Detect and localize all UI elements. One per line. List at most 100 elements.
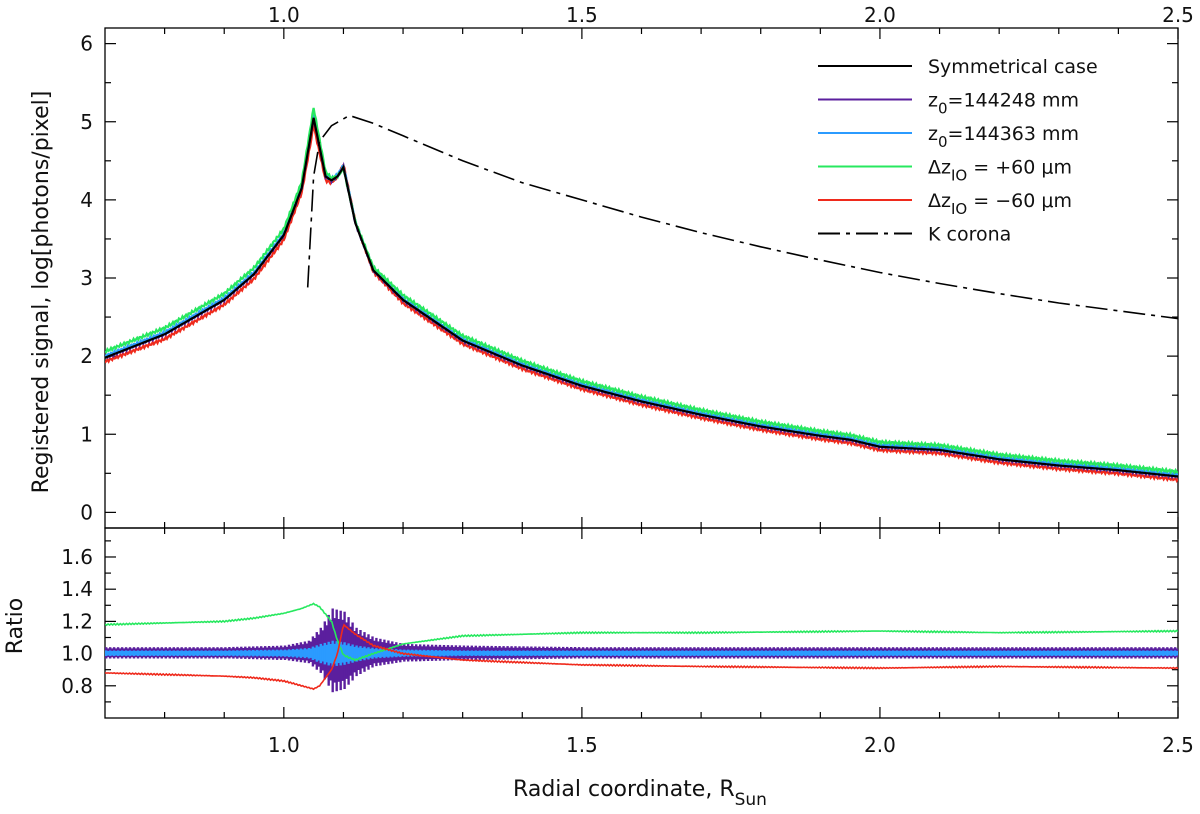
ratio-band-bar <box>623 651 626 656</box>
ratio-band-bar <box>1019 650 1022 656</box>
ratio-band-bar <box>693 650 696 656</box>
ratio-band-bar <box>852 650 855 656</box>
ratio-band-bar <box>673 650 676 656</box>
ratio-band-bar <box>1042 650 1046 656</box>
ratio-band-bar <box>816 650 819 656</box>
ratio-band-bar <box>1148 651 1151 656</box>
ratio-band-bar <box>347 643 350 664</box>
ratio-band-bar <box>419 649 422 657</box>
ratio-band-bar <box>1040 651 1044 656</box>
ratio-band-bar <box>264 649 267 657</box>
ratio-band-bar <box>194 651 197 656</box>
ratio-band-bar <box>977 651 980 656</box>
ratio-band-bar <box>204 650 207 656</box>
ratio-band-bar <box>258 650 261 656</box>
ratio-band-bar <box>279 649 283 657</box>
ratio-band-bar <box>1072 651 1076 656</box>
ratio-band-bar <box>683 651 686 656</box>
ratio-band-bar <box>752 650 756 656</box>
ratio-band-bar <box>1056 651 1060 656</box>
ratio-band-bar <box>345 645 348 662</box>
ratio-band-bar <box>866 651 869 656</box>
ratio-band-bar <box>627 651 630 656</box>
ratio-band-bar <box>611 651 615 656</box>
ratio-band-bar <box>262 650 265 656</box>
ratio-band-bar <box>784 650 787 656</box>
ratio-band-bar <box>766 651 770 656</box>
ratio-band-bar <box>409 650 412 656</box>
ratio-band-bar <box>1064 651 1068 656</box>
ratio-band-bar <box>756 650 760 656</box>
ratio-band-bar <box>323 642 326 665</box>
ratio-band-bar <box>144 650 148 656</box>
ratio-band-bar <box>420 650 424 656</box>
ratio-band-bar <box>514 650 517 656</box>
ratio-band-bar <box>808 650 811 656</box>
ratio-band-bar <box>989 651 992 656</box>
ratio-band-bar <box>1062 650 1066 656</box>
ratio-band-bar <box>570 650 573 656</box>
ratio-band-bar <box>444 650 448 656</box>
ratio-band-bar <box>1166 650 1169 656</box>
ratio-band-bar <box>343 642 346 665</box>
ratio-band-bar <box>599 651 603 656</box>
top-y-tick-label: 4 <box>80 188 93 212</box>
top-x-tick-label: 1.5 <box>566 3 598 27</box>
ratio-band-bar <box>603 651 607 656</box>
ratio-band-bar <box>446 650 450 657</box>
ratio-band-bar <box>1092 651 1095 656</box>
ratio-band-bar <box>120 650 124 656</box>
top-y-tick-label: 6 <box>80 32 93 56</box>
ratio-band-bar <box>254 650 257 656</box>
ratio-band-bar <box>778 651 781 656</box>
ratio-band-bar <box>939 650 942 656</box>
ratio-band-bar <box>713 650 716 656</box>
ratio-band-bar <box>1088 651 1091 656</box>
ratio-band-bar <box>367 647 370 660</box>
ratio-band-bar <box>339 641 342 666</box>
ratio-band-bar <box>881 651 885 656</box>
ratio-band-bar <box>689 650 692 656</box>
ratio-band-bar <box>488 651 491 656</box>
ratio-band-bar <box>415 649 418 657</box>
x-axis-title-main: Radial coordinate, R <box>513 777 735 802</box>
ratio-band-bar <box>1124 651 1127 656</box>
ratio-band-bar <box>854 651 857 656</box>
ratio-band-bar <box>800 650 803 656</box>
ratio-band-bar <box>633 650 636 656</box>
ratio-band-bar <box>130 651 134 656</box>
ratio-band-bar <box>248 650 251 657</box>
ratio-band-bar <box>734 651 738 656</box>
ratio-band-bar <box>629 650 632 656</box>
ratio-band-bar <box>331 640 334 667</box>
ratio-band-bar <box>162 651 165 656</box>
ratio-band-bar <box>953 651 956 656</box>
ratio-band-bar <box>842 651 845 656</box>
ratio-band-bar <box>862 651 865 656</box>
ratio-band-bar <box>573 650 577 656</box>
ratio-band-bar <box>1096 651 1099 656</box>
ratio-band-bar <box>913 651 917 656</box>
bottom-y-tick-label: 1.4 <box>61 577 93 601</box>
ratio-band-bar <box>1009 651 1012 656</box>
ratio-band-bar <box>1100 651 1103 656</box>
ratio-band-bar <box>277 650 281 656</box>
ratio-band-bar <box>1078 650 1081 656</box>
ratio-band-bar <box>663 651 666 656</box>
ratio-band-bar <box>436 650 440 656</box>
legend-label-main: Δz <box>928 157 951 179</box>
ratio-band-bar <box>417 650 420 656</box>
ratio-band-bar <box>502 650 505 656</box>
ratio-band-bar <box>389 649 392 657</box>
ratio-band-bar <box>424 650 428 656</box>
ratio-band-bar <box>538 650 541 656</box>
ratio-band-bar <box>492 651 495 656</box>
ratio-band-bar <box>961 651 964 656</box>
ratio-band-bar <box>587 651 591 656</box>
ratio-band-bar <box>991 650 994 656</box>
ratio-band-bar <box>872 650 875 656</box>
ratio-band-bar <box>593 650 597 656</box>
ratio-band-bar <box>897 651 901 656</box>
ratio-band-bar <box>391 648 394 658</box>
ratio-band-bar <box>520 651 523 656</box>
